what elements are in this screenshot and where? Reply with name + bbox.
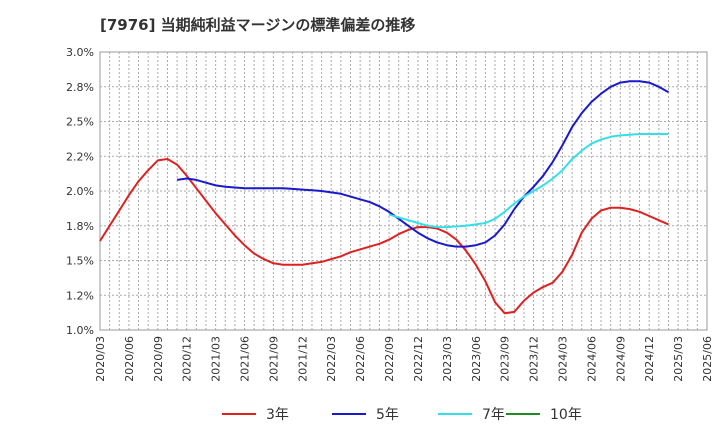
y-tick-label: 3.0% <box>66 46 94 59</box>
x-tick-label: 2025/03 <box>672 336 685 382</box>
y-tick-label: 2.2% <box>66 150 94 163</box>
series-line-0 <box>99 158 669 315</box>
y-axis: 1.0% 1.2% 1.5% 1.8% 2.0% 2.2% 2.5% 2.8% 3.0% <box>66 46 94 337</box>
x-tick-label: 2020/06 <box>123 336 136 382</box>
grid <box>100 52 707 330</box>
chart-title: [7976] 当期純利益マージンの標準偏差の推移 <box>100 16 416 34</box>
x-tick-label: 2023/06 <box>470 336 483 382</box>
x-tick-label: 2021/06 <box>239 336 252 382</box>
legend-label: 3年 <box>266 407 289 423</box>
x-tick-label: 2021/03 <box>210 336 223 382</box>
x-tick-label: 2024/03 <box>556 336 569 382</box>
x-tick-label: 2020/09 <box>152 336 165 382</box>
x-tick-label: 2023/12 <box>528 336 541 382</box>
series-line-1 <box>176 80 669 248</box>
x-tick-label: 2023/09 <box>499 336 512 382</box>
x-tick-label: 2022/12 <box>412 336 425 382</box>
x-tick-label: 2022/09 <box>383 336 396 382</box>
x-tick-label: 2021/12 <box>296 336 309 382</box>
x-tick-label: 2020/03 <box>94 336 107 382</box>
y-tick-label: 1.2% <box>66 289 94 302</box>
x-tick-label: 2022/06 <box>354 336 367 382</box>
y-tick-label: 2.5% <box>66 116 94 129</box>
legend: 3年 5年 7年 10年 <box>222 407 582 423</box>
x-tick-label: 2024/09 <box>614 336 627 382</box>
series-line-2 <box>388 133 669 229</box>
series-lines <box>99 80 669 315</box>
y-tick-label: 1.0% <box>66 324 94 337</box>
x-tick-label: 2021/09 <box>267 336 280 382</box>
x-tick-label: 2023/03 <box>441 336 454 382</box>
legend-label: 10年 <box>550 407 582 423</box>
y-tick-label: 1.8% <box>66 220 94 233</box>
x-tick-label: 2024/06 <box>585 336 598 382</box>
x-axis: 2020/03 2020/06 2020/09 2020/12 2021/03 2021/… <box>94 336 714 382</box>
y-tick-label: 2.0% <box>66 185 94 198</box>
x-tick-label: 2025/06 <box>701 336 714 382</box>
x-tick-label: 2024/12 <box>643 336 656 382</box>
x-tick-label: 2022/03 <box>325 336 338 382</box>
legend-label: 7年 <box>482 407 505 423</box>
y-tick-label: 1.5% <box>66 255 94 268</box>
y-tick-label: 2.8% <box>66 81 94 94</box>
legend-label: 5年 <box>376 407 399 423</box>
x-tick-label: 2020/12 <box>181 336 194 382</box>
plot-area <box>99 51 708 331</box>
